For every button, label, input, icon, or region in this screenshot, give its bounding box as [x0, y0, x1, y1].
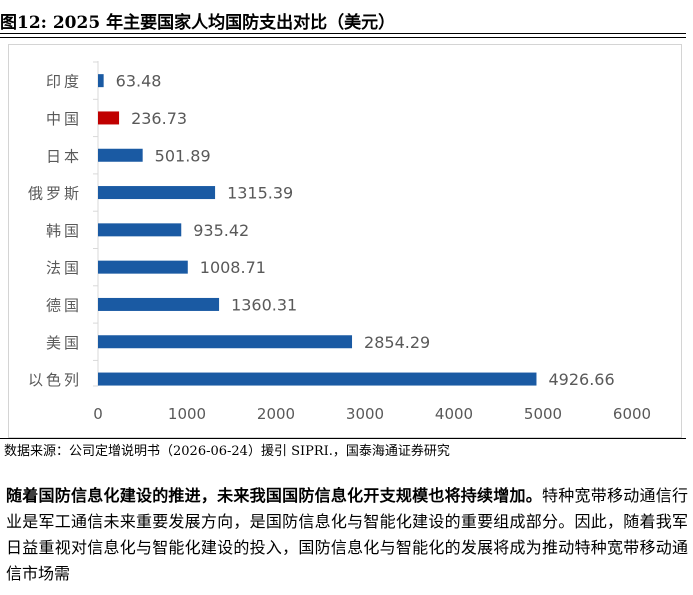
value-label: 1315.39 [227, 184, 293, 203]
value-label: 935.42 [193, 221, 249, 240]
bar [98, 111, 120, 125]
bar [98, 260, 188, 274]
value-label: 2854.29 [364, 333, 430, 352]
value-label: 63.48 [116, 72, 162, 91]
category-label: 法国 [46, 259, 82, 277]
bar [98, 223, 182, 237]
body-rest-text: 特种宽带移动通信行业是军工通信未来重要发展方向，是国防信息化与智能化建设的重要组… [6, 486, 688, 583]
bar-chart: 印度 63.48 中国 236.73 日本 501.89 俄罗斯 1315.39 韩国 935.4… [28, 61, 651, 423]
x-tick-label: 2000 [257, 405, 295, 423]
category-label: 韩国 [46, 222, 82, 240]
x-tick-label: 0 [93, 405, 103, 423]
value-label: 1360.31 [231, 295, 297, 314]
value-label: 236.73 [131, 109, 187, 128]
x-tick-label: 5000 [524, 405, 562, 423]
bar [98, 335, 353, 349]
value-label: 501.89 [155, 146, 211, 165]
bar [98, 186, 216, 200]
category-label: 俄罗斯 [28, 185, 82, 203]
figure-source: 数据来源：公司定增说明书（2026-06-24）援引 SIPRI.，国泰海通证券… [4, 444, 450, 459]
x-tick-label: 4000 [435, 405, 473, 423]
bar [98, 372, 537, 386]
category-label: 美国 [46, 334, 82, 352]
bar [98, 297, 220, 311]
category-label: 以色列 [28, 371, 82, 389]
category-label: 德国 [46, 296, 82, 314]
title-rule [0, 33, 686, 34]
bar [98, 148, 143, 162]
source-rule [0, 438, 686, 439]
x-tick-label: 1000 [168, 405, 206, 423]
value-label: 1008.71 [200, 258, 266, 277]
title-rule-thin [0, 37, 686, 38]
category-label: 印度 [46, 73, 82, 91]
category-label: 中国 [46, 110, 82, 128]
bar [98, 74, 104, 88]
category-label: 日本 [46, 147, 82, 165]
x-tick-label: 6000 [613, 405, 651, 423]
x-tick-label: 3000 [346, 405, 384, 423]
chart-frame: 印度 63.48 中国 236.73 日本 501.89 俄罗斯 1315.39 韩国 935.4… [8, 44, 682, 438]
body-paragraph: 随着国防信息化建设的推进，未来我国国防信息化开支规模也将持续增加。特种宽带移动通… [6, 483, 688, 587]
body-lead-sentence: 随着国防信息化建设的推进，未来我国国防信息化开支规模也将持续增加。 [6, 486, 543, 505]
value-label: 4926.66 [548, 370, 614, 389]
figure-title: 图12: 2025 年主要国家人均国防支出对比（美元） [0, 13, 396, 33]
